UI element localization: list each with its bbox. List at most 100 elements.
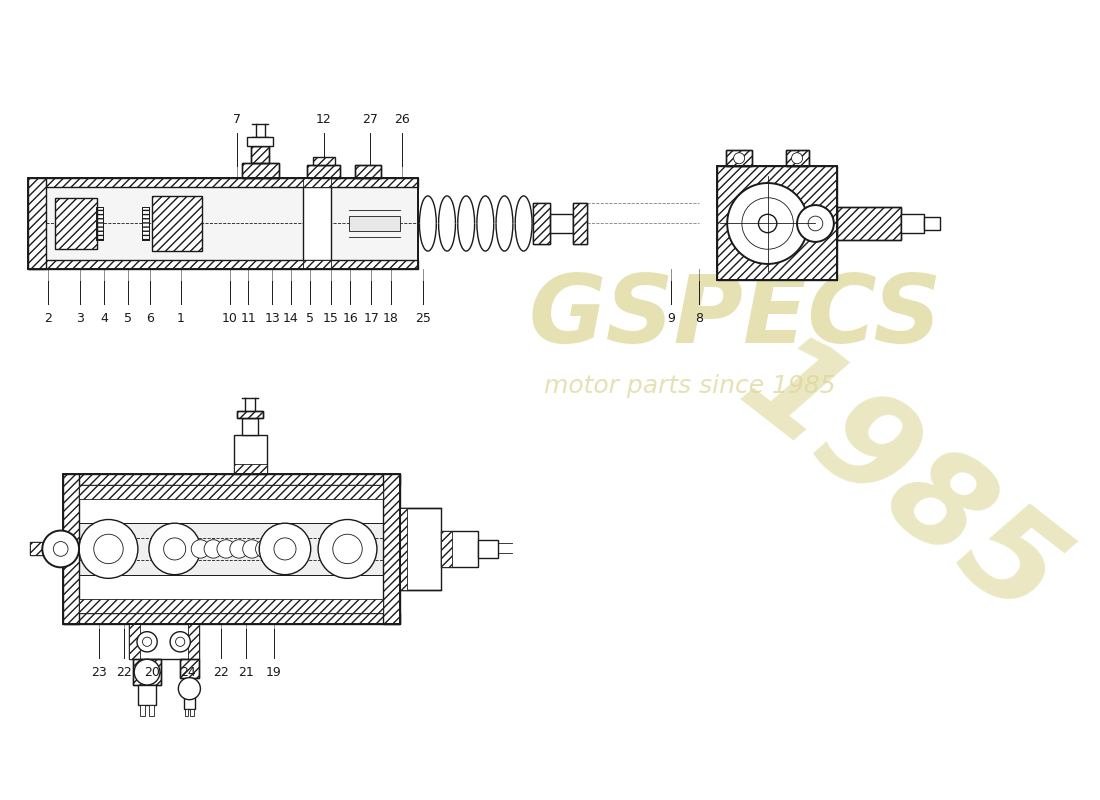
Bar: [786, 150, 808, 166]
Bar: [238, 411, 263, 418]
Bar: [924, 217, 940, 230]
Bar: [534, 203, 550, 244]
Bar: [46, 186, 418, 260]
Bar: [187, 624, 199, 659]
Text: motor parts since 1985: motor parts since 1985: [543, 374, 835, 398]
Circle shape: [176, 637, 185, 646]
Circle shape: [205, 540, 222, 558]
Circle shape: [260, 523, 310, 574]
Circle shape: [333, 534, 362, 564]
Text: 20: 20: [144, 666, 159, 678]
Circle shape: [53, 542, 68, 556]
Circle shape: [758, 214, 777, 233]
Bar: [312, 158, 334, 165]
Text: 6: 6: [146, 312, 154, 325]
Circle shape: [191, 540, 210, 558]
Bar: [238, 411, 263, 418]
Bar: [924, 217, 940, 230]
Text: 24: 24: [180, 666, 196, 678]
Circle shape: [134, 659, 159, 685]
Bar: [28, 178, 418, 270]
Circle shape: [178, 678, 200, 700]
Bar: [142, 207, 148, 240]
Text: 15: 15: [323, 312, 339, 325]
Text: 7: 7: [233, 113, 241, 126]
Bar: [55, 198, 97, 250]
Bar: [304, 186, 331, 260]
Circle shape: [217, 540, 235, 558]
Text: 26: 26: [394, 113, 409, 126]
Bar: [726, 150, 752, 166]
Bar: [441, 530, 452, 567]
Bar: [534, 203, 550, 244]
Bar: [190, 709, 194, 716]
Text: 23: 23: [91, 666, 107, 678]
Bar: [384, 474, 400, 624]
Bar: [184, 689, 195, 709]
Bar: [573, 203, 586, 244]
Text: 2: 2: [44, 312, 52, 325]
Bar: [129, 624, 140, 659]
Bar: [31, 542, 60, 555]
Text: 21: 21: [239, 666, 254, 678]
Circle shape: [727, 183, 808, 264]
Bar: [251, 146, 270, 163]
Circle shape: [148, 523, 200, 574]
Text: 8: 8: [695, 312, 703, 325]
Text: 13: 13: [264, 312, 280, 325]
Bar: [79, 598, 384, 614]
Bar: [96, 207, 103, 240]
Circle shape: [79, 519, 138, 578]
Bar: [441, 530, 478, 567]
Bar: [180, 659, 199, 678]
Bar: [307, 165, 340, 178]
Circle shape: [170, 632, 190, 652]
Text: 17: 17: [363, 312, 379, 325]
Text: 19: 19: [266, 666, 282, 678]
Text: 5: 5: [124, 312, 132, 325]
Bar: [148, 706, 154, 716]
Bar: [837, 207, 901, 240]
Bar: [478, 540, 498, 558]
Text: 22: 22: [117, 666, 132, 678]
Circle shape: [741, 198, 793, 250]
Bar: [133, 659, 161, 685]
Text: 4: 4: [100, 312, 108, 325]
Circle shape: [94, 534, 123, 564]
Bar: [248, 137, 273, 146]
Bar: [534, 203, 550, 244]
Bar: [717, 166, 837, 281]
Text: 27: 27: [362, 113, 377, 126]
Text: 1: 1: [177, 312, 185, 325]
Text: 25: 25: [415, 312, 431, 325]
Bar: [717, 166, 837, 281]
Bar: [28, 260, 418, 270]
Bar: [63, 474, 79, 624]
Bar: [251, 146, 270, 163]
Bar: [79, 523, 384, 574]
Circle shape: [243, 540, 261, 558]
Circle shape: [318, 519, 377, 578]
Bar: [133, 659, 161, 685]
Text: 1985: 1985: [717, 319, 1085, 646]
Bar: [242, 163, 278, 178]
Bar: [304, 260, 331, 270]
Text: 3: 3: [76, 312, 84, 325]
Bar: [142, 207, 148, 240]
Bar: [400, 507, 407, 590]
Circle shape: [792, 153, 803, 164]
Text: 12: 12: [316, 113, 331, 126]
Bar: [233, 435, 266, 474]
Bar: [129, 624, 199, 659]
Bar: [726, 150, 752, 166]
Circle shape: [255, 540, 274, 558]
Text: 18: 18: [383, 312, 398, 325]
Bar: [573, 203, 586, 244]
Bar: [28, 178, 418, 186]
Circle shape: [798, 205, 834, 242]
Bar: [573, 203, 586, 244]
Bar: [79, 485, 384, 499]
Bar: [55, 198, 97, 250]
Bar: [63, 474, 400, 624]
Bar: [786, 150, 808, 166]
